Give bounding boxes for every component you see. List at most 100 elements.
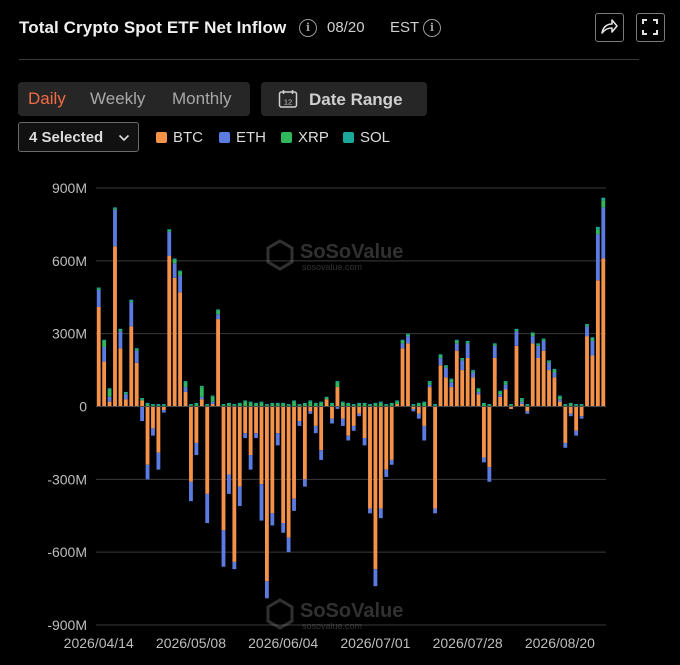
bar-btc — [167, 255, 172, 407]
bar-xrp — [362, 404, 367, 407]
x-tick-label: 2026/05/08 — [156, 635, 226, 651]
bar-sol — [189, 404, 193, 406]
timezone-info-icon[interactable]: i — [423, 19, 441, 37]
bar-sol — [324, 396, 329, 399]
series-selector-label: 4 Selected — [29, 129, 104, 146]
bar-sol — [330, 402, 334, 405]
bar-eth — [568, 413, 573, 417]
date-range-button[interactable]: 12 Date Range — [261, 82, 427, 116]
bar-sol — [427, 381, 432, 383]
x-tick-label: 2026/07/28 — [433, 635, 503, 651]
legend-swatch-eth — [219, 132, 230, 143]
share-button[interactable] — [595, 13, 624, 42]
bar-eth — [487, 467, 492, 482]
bar-xrp — [113, 208, 117, 210]
bar-sol — [525, 404, 530, 406]
bar-sol — [552, 368, 557, 371]
bar-sol — [449, 378, 454, 380]
bar-btc — [416, 406, 421, 414]
bar-eth — [194, 442, 199, 456]
bar-eth — [248, 455, 253, 470]
bar-btc — [335, 387, 340, 407]
bar-sol — [514, 328, 519, 331]
bar-btc — [498, 396, 503, 407]
bar-btc — [525, 406, 530, 412]
chevron-down-icon — [118, 134, 130, 142]
bar-sol — [395, 400, 400, 402]
timezone-label: EST — [390, 19, 420, 36]
bar-btc — [134, 362, 139, 407]
bar-eth — [503, 384, 508, 390]
bar-xrp — [335, 382, 340, 388]
bar-eth — [123, 394, 128, 400]
bar-sol — [123, 391, 128, 394]
bar-btc — [536, 357, 541, 407]
bar-eth — [411, 408, 416, 412]
bar-btc — [281, 406, 286, 524]
tab-daily[interactable]: Daily — [28, 89, 66, 108]
bar-btc — [286, 406, 291, 538]
bar-sol — [465, 340, 470, 343]
bar-eth — [243, 433, 248, 439]
bar-xrp — [123, 393, 128, 395]
bar-xrp — [519, 399, 524, 402]
bar-sol — [357, 402, 362, 405]
bar-xrp — [167, 230, 172, 232]
bar-eth — [275, 433, 280, 446]
bar-xrp — [536, 344, 541, 346]
watermark-text: SoSoValue — [300, 241, 403, 263]
bar-btc — [362, 406, 367, 439]
bar-eth — [118, 331, 123, 349]
inflow-chart: 900M600M300M0-300M-600M-900MSoSoValuesos… — [47, 180, 606, 651]
bar-eth — [389, 459, 394, 465]
bar-eth — [319, 450, 324, 460]
bar-btc — [384, 406, 389, 470]
bar-sol — [270, 402, 275, 405]
bar-eth — [156, 452, 161, 470]
bar-eth — [183, 387, 188, 392]
bar-btc — [183, 391, 188, 407]
bar-eth — [227, 474, 231, 494]
bar-sol — [433, 404, 438, 406]
bar-btc — [579, 406, 584, 417]
series-selector[interactable]: 4 Selected — [18, 122, 139, 152]
bar-eth — [346, 435, 351, 441]
bar-btc — [151, 406, 155, 429]
bar-sol — [373, 402, 378, 405]
bar-xrp — [406, 334, 410, 337]
bar-xrp — [552, 370, 557, 373]
bar-eth — [557, 399, 562, 402]
x-tick-label: 2026/06/04 — [248, 635, 318, 651]
bar-eth — [161, 410, 166, 413]
bar-btc — [460, 370, 465, 407]
bar-eth — [205, 493, 210, 524]
calendar-icon: 12 — [278, 90, 298, 108]
tab-monthly[interactable]: Monthly — [172, 89, 232, 108]
bar-xrp — [281, 404, 286, 407]
bar-sol — [221, 404, 226, 406]
info-icon[interactable]: i — [299, 19, 317, 37]
watermark-text: SoSoValue — [300, 600, 403, 622]
bar-btc — [172, 277, 177, 407]
bar-btc — [574, 406, 579, 431]
bar-sol — [281, 402, 286, 405]
bar-eth — [416, 413, 421, 419]
bar-sol — [557, 395, 562, 397]
bar-btc — [476, 394, 481, 407]
bar-sol — [406, 333, 410, 335]
bar-btc — [205, 406, 210, 494]
tab-weekly[interactable]: Weekly — [90, 89, 146, 108]
bar-eth — [454, 343, 459, 351]
bar-btc — [519, 404, 524, 407]
fullscreen-button[interactable] — [636, 13, 665, 42]
bar-sol — [454, 339, 459, 341]
bar-sol — [482, 402, 486, 405]
bar-xrp — [503, 382, 508, 385]
bar-btc — [330, 406, 334, 419]
bar-xrp — [422, 402, 427, 407]
bar-eth — [134, 350, 139, 363]
bar-xrp — [547, 361, 551, 363]
bar-sol — [254, 402, 258, 405]
bar-eth — [254, 433, 258, 439]
